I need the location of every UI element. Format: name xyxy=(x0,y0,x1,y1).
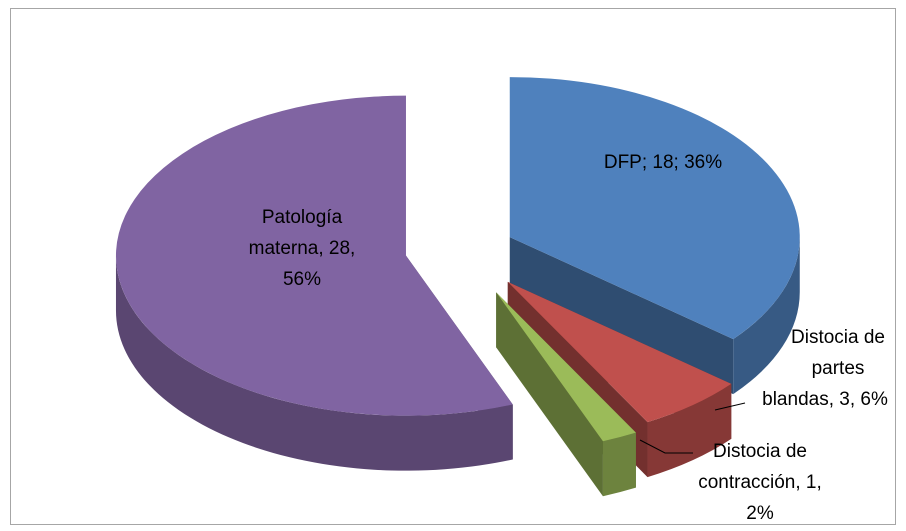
leader-line xyxy=(639,439,693,454)
data-label: Distocia de xyxy=(791,327,885,348)
data-label: DFP; 18; 36% xyxy=(604,152,722,173)
slice xyxy=(115,95,513,416)
data-label: partes xyxy=(812,358,865,379)
data-label: Distocia de xyxy=(713,441,807,462)
data-label: contracción, 1, xyxy=(698,472,822,493)
slice-side xyxy=(115,255,513,471)
slice-side xyxy=(647,383,732,478)
slice-side xyxy=(602,432,636,497)
data-label: materna, 28, xyxy=(249,238,356,259)
slice-wall xyxy=(509,237,734,395)
data-label: 56% xyxy=(283,269,321,290)
slice xyxy=(509,77,800,340)
slice xyxy=(507,281,732,423)
slice xyxy=(496,292,636,442)
leader-line xyxy=(714,402,746,411)
data-label: Patología xyxy=(262,207,343,228)
data-label: blandas, 3, 6% xyxy=(762,389,888,410)
slice-wall xyxy=(496,292,603,497)
slice-side xyxy=(733,237,800,395)
data-label: 2% xyxy=(746,503,774,524)
